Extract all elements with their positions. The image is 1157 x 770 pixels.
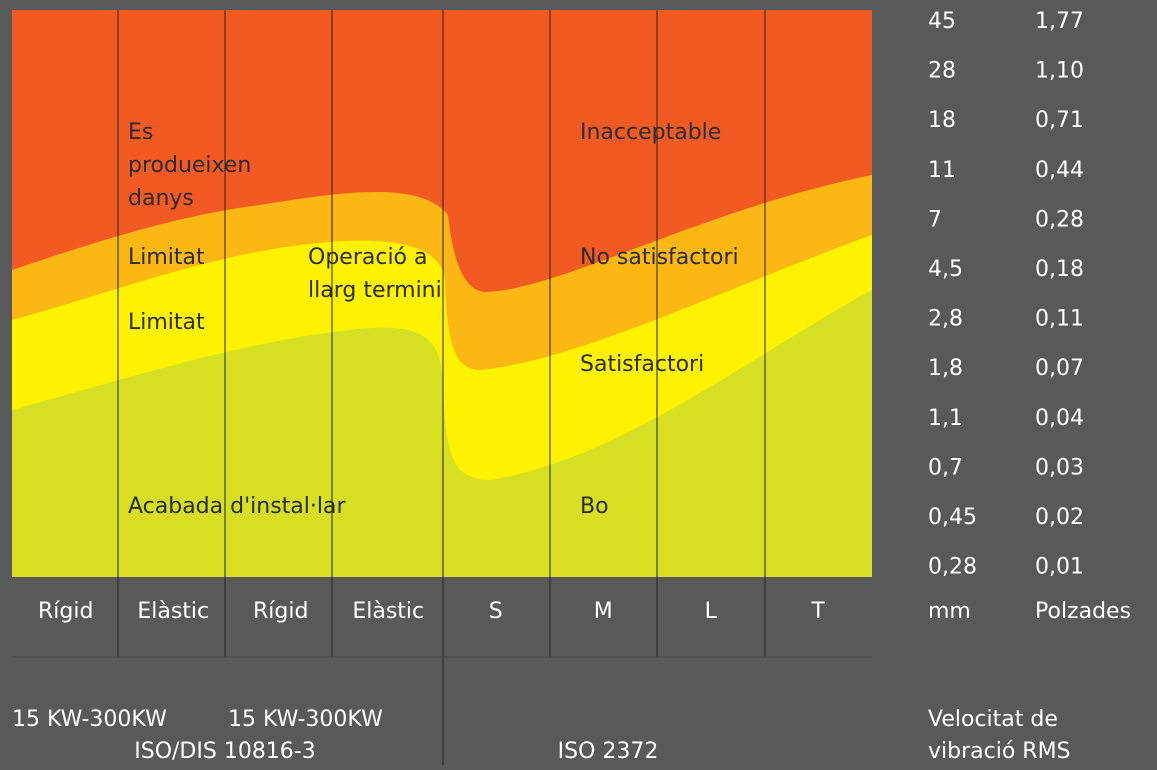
scale-value: 1,77 bbox=[1035, 9, 1084, 34]
scale-value: 0,02 bbox=[1035, 505, 1084, 530]
zone-label: danys bbox=[128, 186, 194, 211]
scale-value: 0,28 bbox=[928, 555, 977, 580]
scale-value: 0,18 bbox=[1035, 257, 1084, 282]
column-lines bbox=[12, 10, 872, 765]
scale-value: 4,5 bbox=[928, 257, 963, 282]
column-label: S bbox=[489, 599, 503, 624]
column-label: L bbox=[705, 599, 718, 624]
measure-label: vibració RMS bbox=[928, 739, 1071, 764]
zone-label: Bo bbox=[580, 494, 609, 519]
zone-label: Satisfactori bbox=[580, 352, 704, 377]
scale-value: 11 bbox=[928, 158, 956, 183]
column-label: Elàstic bbox=[137, 599, 209, 624]
scale-header: mm bbox=[928, 599, 971, 624]
zone-label: Limitat bbox=[128, 310, 205, 335]
scale-value: 0,01 bbox=[1035, 555, 1084, 580]
scale-value: 0,03 bbox=[1035, 455, 1084, 480]
column-label: Elàstic bbox=[352, 599, 424, 624]
measure-label: Velocitat de bbox=[928, 707, 1058, 732]
power-label: 15 KW-300KW bbox=[12, 707, 167, 732]
zone-label: Operació a bbox=[308, 245, 428, 270]
zone-label: Acabada d'instal·lar bbox=[128, 494, 346, 519]
column-label: Rígid bbox=[253, 599, 308, 624]
zone-label: Inacceptable bbox=[580, 120, 721, 145]
zone-label: Es bbox=[128, 120, 153, 145]
zone-label: No satisfactori bbox=[580, 245, 739, 270]
scale-value: 1,8 bbox=[928, 356, 963, 381]
zone-label: produeixen bbox=[128, 153, 251, 178]
scale-value: 0,07 bbox=[1035, 356, 1084, 381]
scale-value: 0,71 bbox=[1035, 108, 1084, 133]
column-label: M bbox=[594, 599, 613, 624]
power-label: 15 KW-300KW bbox=[228, 707, 383, 732]
scale-value: 1,1 bbox=[928, 406, 963, 431]
zone-label: Limitat bbox=[128, 245, 205, 270]
scale-value: 1,10 bbox=[1035, 59, 1084, 84]
scale-value: 0,11 bbox=[1035, 307, 1084, 332]
scale-value: 7 bbox=[928, 207, 942, 232]
scale-value: 2,8 bbox=[928, 307, 963, 332]
scale-value: 0,7 bbox=[928, 455, 963, 480]
column-label: Rígid bbox=[38, 599, 93, 624]
zone-label: llarg termini bbox=[308, 278, 442, 303]
column-label: T bbox=[811, 599, 826, 624]
scale-value: 0,45 bbox=[928, 505, 977, 530]
scale-value: 0,44 bbox=[1035, 158, 1084, 183]
scale-value: 0,04 bbox=[1035, 406, 1084, 431]
scale-header: Polzades bbox=[1035, 599, 1131, 624]
scale-value: 28 bbox=[928, 59, 956, 84]
standard-label: ISO 2372 bbox=[558, 739, 659, 764]
scale-value: 18 bbox=[928, 108, 956, 133]
standard-label: ISO/DIS 10816-3 bbox=[134, 739, 316, 764]
scale-value: 0,28 bbox=[1035, 207, 1084, 232]
scale-value: 45 bbox=[928, 9, 956, 34]
